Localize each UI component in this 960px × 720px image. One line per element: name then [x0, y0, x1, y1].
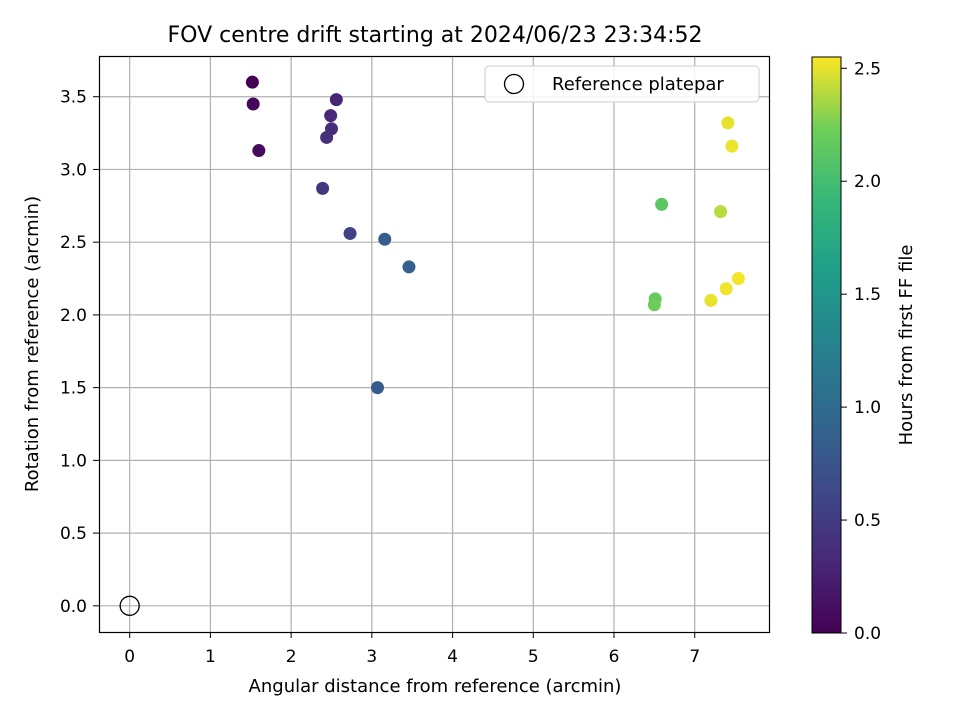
chart-title: FOV centre drift starting at 2024/06/23 … — [168, 23, 703, 48]
grid-lines — [99, 56, 769, 632]
scatter-point — [647, 298, 661, 312]
scatter-point — [246, 97, 260, 111]
scatter-point — [320, 130, 334, 144]
x-tick-label: 1 — [205, 647, 216, 667]
scatter-points — [245, 75, 745, 395]
x-axis-label: Angular distance from reference (arcmin) — [249, 676, 622, 697]
scatter-point — [731, 272, 745, 286]
y-axis-label: Rotation from reference (arcmin) — [22, 196, 43, 492]
x-tick-label: 4 — [447, 647, 458, 667]
scatter-point — [252, 144, 266, 158]
colorbar-tick-label: 0.5 — [854, 511, 881, 531]
y-tick-label: 1.5 — [60, 379, 87, 399]
scatter-point — [721, 116, 735, 130]
y-tick-label: 0.0 — [60, 597, 87, 617]
x-tick-label: 3 — [366, 647, 377, 667]
x-tick-label: 7 — [689, 647, 700, 667]
legend: Reference platepar — [484, 65, 760, 103]
scatter-point — [370, 381, 384, 395]
colorbar-tick-label: 0.0 — [854, 624, 881, 644]
y-tick-label: 1.0 — [60, 451, 87, 471]
x-tick-label: 2 — [286, 647, 297, 667]
legend-marker-reference — [503, 73, 525, 95]
scatter-point — [329, 93, 343, 107]
scatter-point — [378, 232, 392, 246]
colorbar-ticks: 0.0 0.5 1.0 1.5 2.0 2.5 — [841, 59, 881, 644]
scatter-point — [245, 75, 259, 89]
y-tick-label: 0.5 — [60, 524, 87, 544]
x-tick-label: 6 — [609, 647, 620, 667]
scatter-point — [704, 293, 718, 307]
reference-platepar-marker — [119, 595, 140, 616]
y-tick-label: 2.5 — [60, 233, 87, 253]
y-tick-label: 3.0 — [60, 160, 87, 180]
y-tick-label: 3.5 — [60, 88, 87, 108]
legend-box — [484, 65, 760, 103]
colorbar — [811, 56, 842, 634]
colorbar-tick-label: 2.0 — [854, 172, 881, 192]
legend-label-reference: Reference platepar — [552, 74, 724, 95]
scatter-point — [714, 205, 728, 219]
scatter-point — [324, 109, 338, 123]
scatter-point — [402, 260, 416, 274]
y-tick-label: 2.0 — [60, 306, 87, 326]
colorbar-tick-label: 1.0 — [854, 398, 881, 418]
scatter-point — [316, 181, 330, 195]
scatter-point — [343, 226, 357, 240]
x-axis-ticks: 0 1 2 3 4 5 6 7 — [124, 632, 700, 667]
colorbar-label: Hours from first FF file — [896, 245, 917, 446]
scatter-point — [655, 197, 669, 211]
reference-point — [119, 595, 140, 616]
plot-area-frame — [98, 55, 771, 634]
colorbar-tick-label: 1.5 — [854, 285, 881, 305]
x-tick-label: 5 — [528, 647, 539, 667]
x-tick-label: 0 — [124, 647, 135, 667]
colorbar-tick-label: 2.5 — [854, 59, 881, 79]
scatter-point — [719, 282, 733, 296]
y-axis-ticks: 0.0 0.5 1.0 1.5 2.0 2.5 3.0 3.5 — [60, 88, 99, 617]
scatter-point — [725, 139, 739, 153]
